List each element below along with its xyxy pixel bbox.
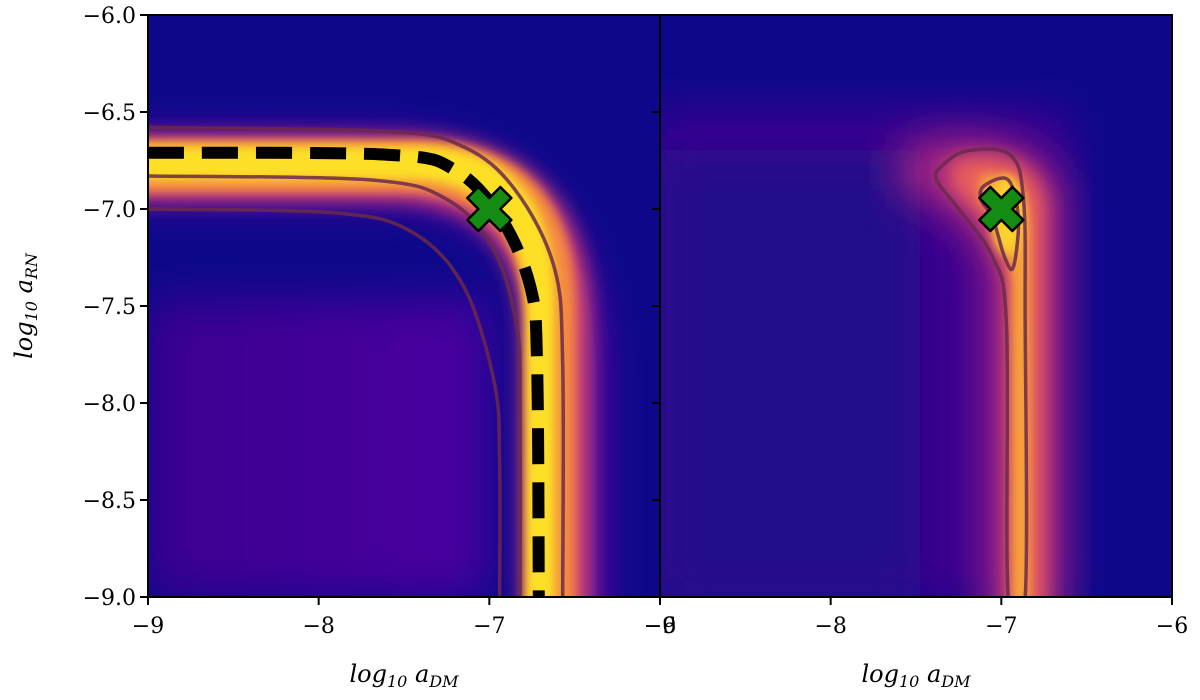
x-tick-label: −6 [1156,614,1188,639]
contour-outer [933,147,1029,597]
right-y-ticks [652,14,660,598]
x-tick-label: −8 [302,614,334,639]
true-value-x-marker [466,185,513,233]
y-tick-label: −7.5 [83,295,136,320]
right-panel: −9 −8 −7 −6 log10 aDM [644,14,1188,691]
y-tick-label: −9.0 [83,586,136,611]
x-tick-label: −7 [473,614,505,639]
y-tick-label: −8.5 [83,489,136,514]
left-panel: −9.0 −8.5 −8.0 −7.5 −7.0 −6.5 −6.0 −9 −8 −7 −6 lo… [10,4,676,691]
x-tick-label: −8 [814,614,846,639]
y-tick-label: −7.0 [83,198,136,223]
contour-inner [148,207,502,597]
right-x-axis-label: log10 aDM [861,660,971,691]
degeneracy-dashed-line [148,146,545,597]
left-y-axis: −9.0 −8.5 −8.0 −7.5 −7.0 −6.5 −6.0 [83,4,148,611]
right-plot-overlay [933,147,1029,597]
x-tick-label: −7 [985,614,1017,639]
right-heatmap [660,15,1172,597]
left-heatmap [148,15,660,597]
x-tick-label: −6 [644,614,676,639]
true-value-x-marker [978,185,1025,233]
left-x-axis-label: log10 aDM [349,660,459,691]
x-tick-label: −9 [132,614,164,639]
contour-outer [148,125,566,597]
left-plot-overlay [148,125,566,597]
right-x-axis: −9 −8 −7 −6 [644,597,1188,639]
y-tick-label: −8.0 [83,392,136,417]
y-tick-label: −6.5 [83,101,136,126]
y-tick-label: −6.0 [83,4,136,29]
contour-middle [148,174,523,597]
left-x-axis: −9 −8 −7 −6 [132,597,676,639]
left-y-axis-label: log10 aRN [10,252,41,359]
x-tick-label: −9 [644,614,676,639]
